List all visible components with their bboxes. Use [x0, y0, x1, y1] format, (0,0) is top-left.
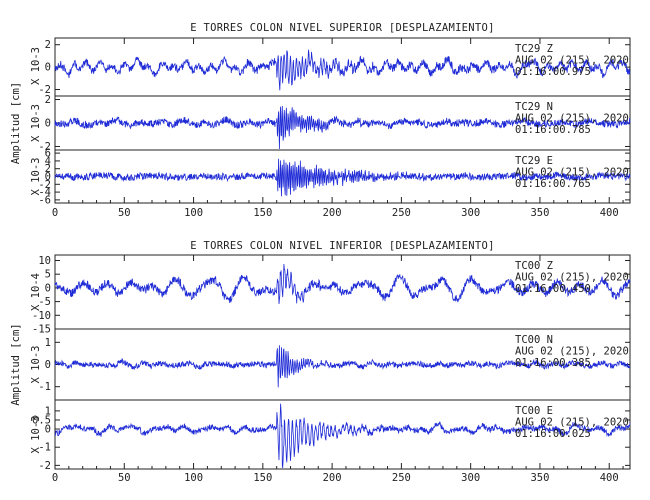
waveform-line: [54, 345, 631, 388]
y-tick-label: 6: [45, 148, 51, 160]
waveform-line: [54, 403, 631, 469]
trace-annotation: AUG 02 (215), 2020: [515, 272, 629, 284]
y-tick-label: -1: [38, 442, 51, 454]
y-tick-label: -1: [38, 381, 51, 393]
x-tick-label: 100: [184, 207, 203, 219]
panel-2: E TORRES COLON NIVEL INFERIOR [DESPLAZAM…: [10, 240, 631, 484]
trace-scale-label: X 10-4: [30, 273, 42, 311]
x-tick-label: 50: [118, 207, 131, 219]
trace-annotation: TC29 Z: [515, 43, 553, 55]
x-tick-label: 300: [461, 472, 480, 484]
trace-scale-label: X 10-3: [30, 104, 42, 142]
x-tick-label: 300: [461, 207, 480, 219]
y-tick-label: 5: [45, 269, 51, 281]
panel-title: E TORRES COLON NIVEL SUPERIOR [DESPLAZAM…: [190, 22, 495, 34]
y-tick-label: 0.5: [32, 414, 51, 426]
y-tick-label: -6: [38, 194, 51, 206]
trace-annotation: 01:16:00.785: [515, 124, 591, 136]
y-tick-label: 2: [45, 94, 51, 106]
waveform-line: [54, 49, 631, 91]
trace-annotation: AUG 02 (215), 2020: [515, 55, 629, 67]
y-tick-label: -2: [38, 460, 51, 472]
y-tick-label: -10: [32, 310, 51, 322]
trace-annotation: TC00 N: [515, 334, 553, 346]
trace-annotation: 01:16:00.385: [515, 357, 591, 369]
waveform-line: [54, 263, 631, 305]
x-tick-label: 250: [392, 207, 411, 219]
trace-annotation: AUG 02 (215), 2020: [515, 113, 629, 125]
trace-annotation: 01:16:00.025: [515, 428, 591, 440]
panel-1: E TORRES COLON NIVEL SUPERIOR [DESPLAZAM…: [10, 22, 631, 219]
y-tick-label: -5: [38, 296, 51, 308]
trace-scale-label: X 10-3: [30, 47, 42, 85]
trace-annotation: 01:16:00.975: [515, 66, 591, 78]
y-tick-label: -2: [38, 141, 51, 153]
y-tick-label: 0: [45, 171, 51, 183]
trace-scale-label: X 10-3: [30, 346, 42, 384]
panel-frame: [54, 254, 631, 470]
x-tick-label: 0: [52, 207, 58, 219]
y-tick-label: -4: [38, 187, 51, 199]
y-tick-label: 0: [45, 118, 51, 130]
x-tick-label: 200: [323, 472, 342, 484]
trace-annotation: 01:16:00.765: [515, 178, 591, 190]
y-tick-label: 1: [45, 337, 51, 349]
x-tick-label: 400: [600, 472, 619, 484]
y-tick-label: 2: [45, 163, 51, 175]
trace-annotation: AUG 02 (215), 2020: [515, 346, 629, 358]
y-tick-label: -15: [32, 324, 51, 336]
y-tick-label: 1: [45, 405, 51, 417]
trace-annotation: 01:16:00.450: [515, 283, 591, 295]
y-tick-label: -2: [38, 84, 51, 96]
x-tick-label: 350: [530, 472, 549, 484]
y-axis-label: Amplitud [cm]: [10, 82, 22, 164]
y-tick-label: 10: [38, 255, 51, 267]
panel-title: E TORRES COLON NIVEL INFERIOR [DESPLAZAM…: [190, 240, 495, 252]
trace-annotation: TC29 E: [515, 155, 553, 167]
trace-scale-label: X 10-3: [30, 158, 42, 196]
y-axis-label: Amplitud [cm]: [10, 323, 22, 405]
trace-annotation: TC29 N: [515, 101, 553, 113]
x-tick-label: 150: [253, 207, 272, 219]
waveform-line: [54, 105, 631, 150]
y-tick-label: 2: [45, 39, 51, 51]
y-tick-label: 0: [45, 424, 51, 436]
trace-annotation: AUG 02 (215), 2020: [515, 417, 629, 429]
x-tick-label: 200: [323, 207, 342, 219]
trace-annotation: TC00 Z: [515, 260, 553, 272]
y-tick-label: 0: [45, 62, 51, 74]
trace-scale-label: X 10-3: [30, 416, 42, 454]
trace-annotation: TC00 E: [515, 405, 553, 417]
y-tick-label: 0: [45, 282, 51, 294]
x-tick-label: 150: [253, 472, 272, 484]
x-tick-label: 100: [184, 472, 203, 484]
y-tick-label: -2: [38, 179, 51, 191]
trace-annotation: AUG 02 (215), 2020: [515, 167, 629, 179]
x-tick-label: 400: [600, 207, 619, 219]
waveform-line: [54, 158, 631, 197]
y-tick-label: 0: [45, 359, 51, 371]
x-tick-label: 0: [52, 472, 58, 484]
x-tick-label: 250: [392, 472, 411, 484]
y-tick-label: 4: [45, 155, 51, 167]
x-tick-label: 350: [530, 207, 549, 219]
x-tick-label: 50: [118, 472, 131, 484]
